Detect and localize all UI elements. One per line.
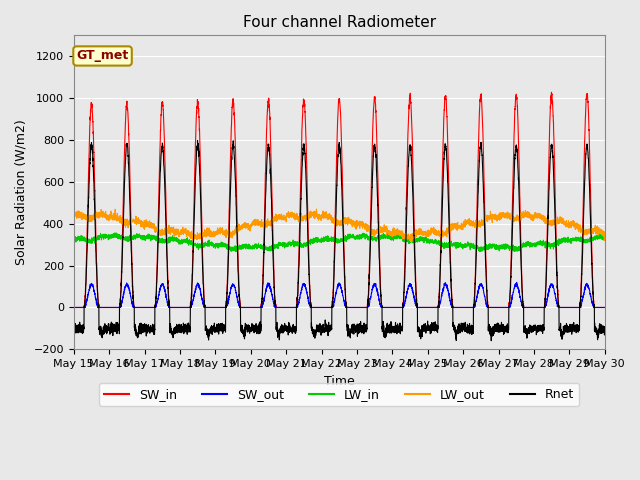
LW_out (488, 220, 496, 226)
Line: SW_in: SW_in (74, 92, 605, 308)
Rnet (429, 324, 436, 329)
X-axis label: Time: Time (324, 374, 355, 388)
SW_out (488, 305, 496, 311)
SW_out (319, 305, 327, 311)
SW_in (548, 89, 556, 95)
SW_out (458, 305, 466, 311)
Rnet (488, 338, 495, 344)
SW_out (429, 305, 436, 311)
LW_out (165, 230, 173, 236)
LW_in (429, 238, 436, 244)
Rnet (458, 321, 466, 327)
SW_in (458, 305, 466, 311)
SW_in (600, 305, 608, 311)
Rnet (319, 325, 327, 331)
Line: SW_out: SW_out (74, 282, 605, 308)
LW_in (488, 242, 496, 248)
Rnet (70, 328, 77, 334)
SW_out (70, 305, 77, 311)
SW_in (488, 305, 496, 311)
SW_in (165, 305, 173, 311)
Y-axis label: Solar Radiation (W/m2): Solar Radiation (W/m2) (15, 120, 28, 265)
Text: GT_met: GT_met (76, 49, 129, 62)
LW_in (383, 230, 391, 236)
Line: LW_in: LW_in (74, 233, 605, 252)
Line: LW_out: LW_out (74, 209, 605, 242)
Rnet (165, 302, 173, 308)
LW_out (313, 206, 321, 212)
LW_out (407, 239, 415, 245)
SW_in (429, 305, 436, 311)
LW_in (601, 233, 609, 239)
LW_in (458, 243, 466, 249)
SW_out (513, 279, 520, 285)
LW_out (601, 232, 609, 238)
LW_out (600, 231, 608, 237)
LW_in (600, 234, 608, 240)
Line: Rnet: Rnet (74, 141, 605, 341)
SW_in (601, 305, 609, 311)
Rnet (488, 331, 496, 336)
Legend: SW_in, SW_out, LW_in, LW_out, Rnet: SW_in, SW_out, LW_in, LW_out, Rnet (99, 383, 579, 406)
Rnet (194, 138, 202, 144)
LW_in (165, 237, 173, 242)
SW_out (600, 305, 608, 311)
SW_out (601, 305, 609, 311)
LW_in (70, 239, 77, 245)
LW_out (429, 228, 436, 234)
SW_in (70, 305, 77, 311)
SW_out (165, 305, 173, 311)
LW_out (70, 215, 77, 220)
LW_in (232, 249, 240, 255)
LW_out (458, 225, 466, 230)
LW_in (319, 239, 327, 245)
Title: Four channel Radiometer: Four channel Radiometer (243, 15, 436, 30)
Rnet (600, 326, 608, 332)
SW_in (319, 305, 327, 311)
LW_out (319, 212, 327, 218)
Rnet (601, 326, 609, 332)
